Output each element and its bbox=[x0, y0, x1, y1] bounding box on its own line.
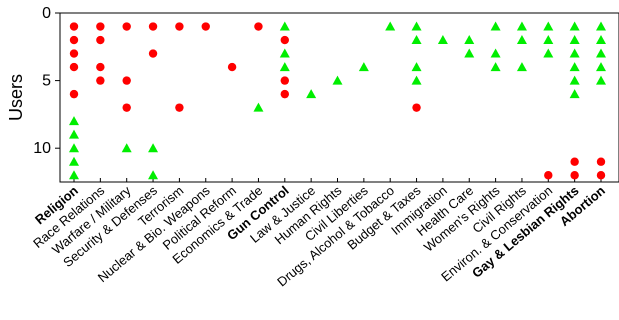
green-triangle-point bbox=[279, 48, 290, 58]
green-triangle-point bbox=[279, 21, 290, 31]
y-axis: 0 5 10 bbox=[33, 5, 60, 157]
red-circle-point bbox=[227, 62, 237, 72]
green-triangle-point bbox=[69, 156, 79, 166]
green-triangle-point bbox=[490, 21, 501, 31]
y-tick-label: 0 bbox=[42, 5, 51, 22]
green-triangle-point bbox=[358, 62, 369, 72]
green-triangle-point bbox=[464, 48, 475, 58]
green-triangle-point bbox=[490, 48, 501, 58]
red-circle-point bbox=[122, 103, 131, 112]
red-circle-point bbox=[96, 62, 105, 72]
green-triangle-point bbox=[596, 21, 606, 31]
green-triangle-point bbox=[543, 35, 554, 45]
green-triangle-point bbox=[69, 170, 79, 180]
red-circle-point bbox=[201, 22, 210, 31]
green-triangle-point bbox=[437, 35, 448, 45]
green-triangle-point bbox=[569, 35, 580, 45]
green-triangle-point bbox=[411, 21, 422, 31]
red-circle-point bbox=[69, 22, 79, 31]
green-triangle-point bbox=[69, 129, 79, 139]
green-triangle-point bbox=[411, 75, 422, 85]
red-circle-point bbox=[175, 103, 184, 112]
green-triangle-point bbox=[569, 89, 580, 99]
green-triangle-point bbox=[411, 35, 422, 45]
green-triangle-point bbox=[279, 62, 290, 72]
plot-points bbox=[69, 21, 606, 180]
red-circle-point bbox=[122, 22, 131, 31]
green-triangle-point bbox=[516, 35, 527, 45]
green-triangle-point bbox=[148, 170, 159, 180]
red-circle-point bbox=[69, 49, 79, 58]
y-tick-label: 10 bbox=[33, 140, 51, 157]
red-circle-point bbox=[280, 35, 289, 45]
green-triangle-point bbox=[411, 62, 422, 72]
red-circle-point bbox=[96, 76, 105, 85]
red-circle-point bbox=[148, 22, 158, 31]
red-circle-point bbox=[596, 157, 606, 166]
green-triangle-point bbox=[516, 62, 527, 72]
green-triangle-point bbox=[516, 21, 527, 31]
red-circle-point bbox=[596, 171, 606, 180]
green-triangle-point bbox=[569, 48, 580, 58]
green-triangle-point bbox=[543, 21, 554, 31]
y-tick-label: 5 bbox=[42, 73, 51, 90]
green-triangle-point bbox=[69, 116, 79, 126]
green-triangle-point bbox=[464, 35, 475, 45]
y-axis-title: Users bbox=[6, 74, 26, 121]
green-triangle-point bbox=[69, 143, 79, 153]
green-triangle-point bbox=[332, 75, 343, 85]
green-triangle-point bbox=[543, 48, 554, 58]
red-circle-point bbox=[412, 103, 421, 112]
plot-frame bbox=[59, 12, 619, 183]
red-circle-point bbox=[280, 89, 289, 99]
red-circle-point bbox=[96, 22, 105, 31]
green-triangle-point bbox=[596, 75, 606, 85]
green-triangle-point bbox=[596, 62, 606, 72]
red-circle-point bbox=[544, 171, 553, 180]
green-triangle-point bbox=[385, 21, 396, 31]
red-circle-point bbox=[175, 22, 184, 31]
green-triangle-point bbox=[490, 62, 501, 72]
red-circle-point bbox=[69, 35, 79, 45]
red-circle-point bbox=[570, 157, 579, 166]
green-triangle-point bbox=[569, 21, 580, 31]
green-triangle-point bbox=[121, 143, 132, 153]
red-circle-point bbox=[96, 35, 105, 45]
green-triangle-point bbox=[306, 89, 317, 99]
green-triangle-point bbox=[596, 35, 606, 45]
red-circle-point bbox=[570, 171, 579, 180]
green-triangle-point bbox=[596, 48, 606, 58]
red-circle-point bbox=[148, 49, 158, 58]
red-circle-point bbox=[69, 62, 79, 72]
red-circle-point bbox=[254, 22, 263, 31]
green-triangle-point bbox=[569, 62, 580, 72]
red-circle-point bbox=[122, 76, 131, 85]
green-triangle-point bbox=[253, 102, 264, 112]
red-circle-point bbox=[280, 76, 289, 85]
green-triangle-point bbox=[148, 143, 159, 153]
green-triangle-point bbox=[569, 75, 580, 85]
red-circle-point bbox=[69, 89, 79, 99]
